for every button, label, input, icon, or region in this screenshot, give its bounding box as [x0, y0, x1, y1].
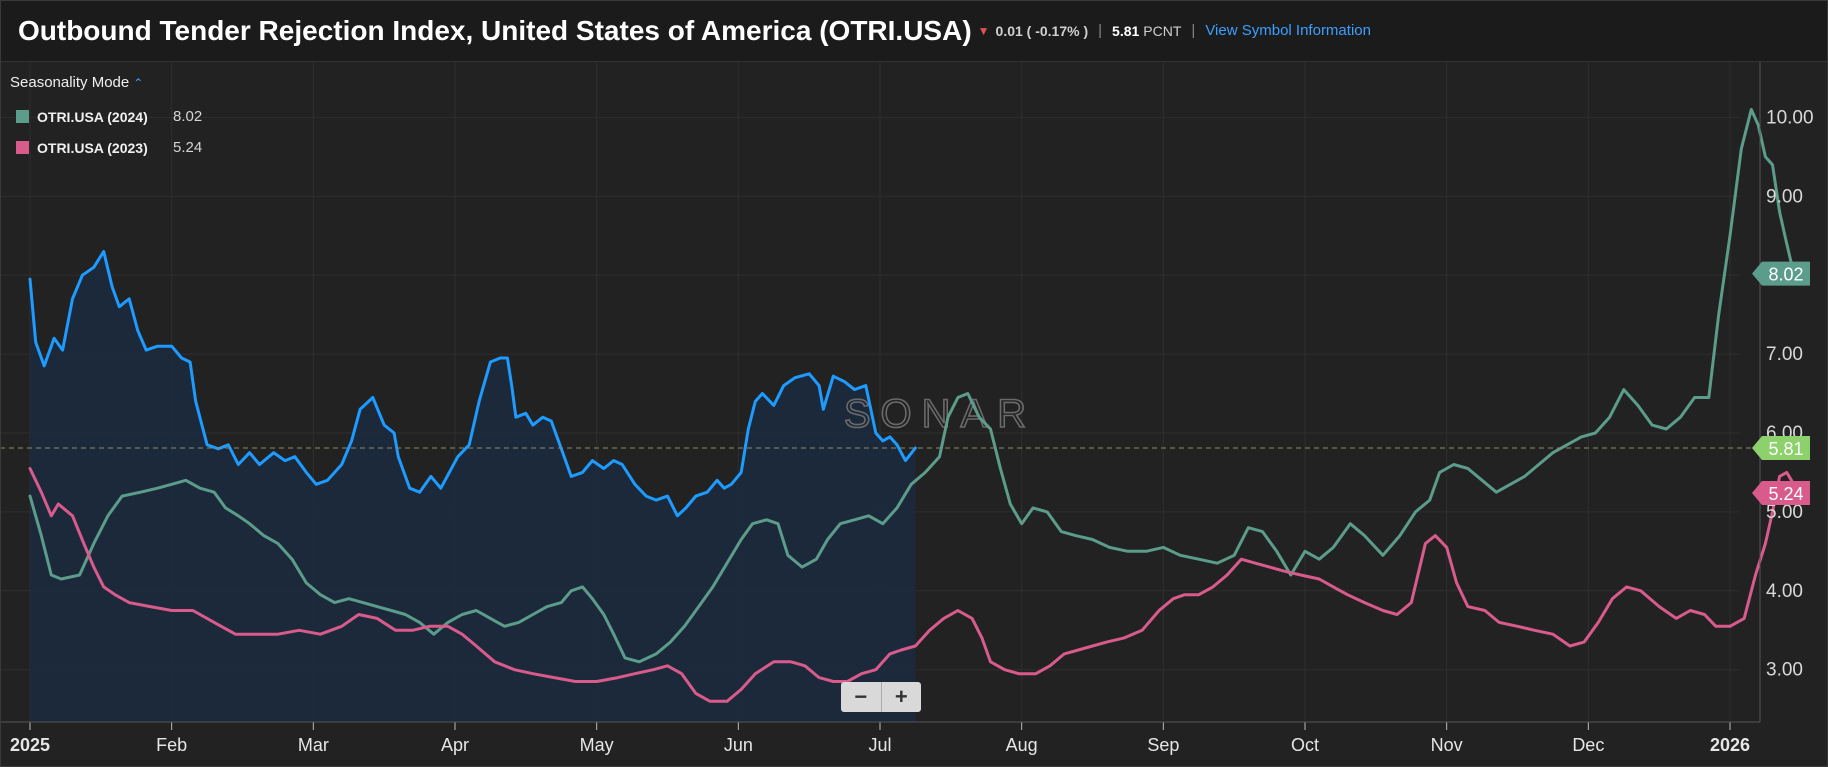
page-title: Outbound Tender Rejection Index, United …: [18, 14, 972, 46]
last-value: 5.81: [1112, 22, 1140, 39]
y-tick-label: 7.00: [1766, 344, 1803, 365]
series-line: [28, 108, 1796, 664]
legend-swatch: [16, 110, 29, 123]
y-tick-label: 9.00: [1766, 186, 1803, 207]
series-area-2025: [30, 251, 916, 722]
end-value-label: 8.02: [1752, 261, 1810, 286]
end-value-label: 5.24: [1752, 480, 1810, 505]
x-tick-label: Apr: [441, 735, 469, 755]
y-tick-label: 10.00: [1766, 107, 1814, 128]
end-label-text: 5.24: [1768, 484, 1803, 504]
end-label-badge: [1752, 480, 1810, 505]
legend-item[interactable]: OTRI.USA (2023) 5.24: [10, 132, 202, 163]
seasonality-mode-label: Seasonality Mode: [10, 74, 130, 91]
legend: Seasonality Mode ⌃ OTRI.USA (2024) 8.02 O…: [10, 74, 202, 163]
zoom-controls: − +: [841, 682, 921, 712]
x-tick-label: Jul: [868, 735, 891, 755]
x-tick-label: Aug: [1006, 735, 1038, 755]
x-tick-label: 2026: [1710, 735, 1750, 755]
x-tick-label: Jun: [724, 735, 753, 755]
x-tick-label: Feb: [156, 735, 187, 755]
x-tick-label: Mar: [298, 735, 329, 755]
x-tick-label: Sep: [1147, 735, 1179, 755]
x-tick-label: Dec: [1572, 735, 1604, 755]
series-line: [28, 250, 917, 518]
end-label-text: 5.81: [1768, 439, 1803, 459]
change-value: 0.01 ( -0.17% ): [995, 22, 1089, 39]
divider: |: [1191, 22, 1196, 39]
x-tick-label: May: [580, 735, 614, 755]
seasonality-mode-toggle[interactable]: Seasonality Mode ⌃: [10, 74, 202, 91]
end-label-text: 8.02: [1768, 265, 1803, 285]
divider: |: [1098, 22, 1103, 39]
end-label-badge: [1752, 435, 1810, 460]
down-arrow-icon: ▼: [977, 23, 990, 38]
y-tick-label: 4.00: [1766, 581, 1803, 602]
y-tick-label: 3.00: [1766, 660, 1803, 681]
series-line: [28, 467, 1803, 703]
chevron-up-icon: ⌃: [133, 76, 144, 90]
end-value-label: 5.81: [1752, 435, 1810, 460]
zoom-in-button[interactable]: +: [880, 682, 921, 712]
legend-item-value: 8.02: [173, 108, 203, 125]
unit-label: PCNT: [1143, 22, 1182, 39]
legend-swatch: [16, 141, 29, 154]
end-label-badge: [1752, 261, 1810, 286]
legend-item-name: OTRI.USA (2023): [37, 139, 148, 156]
x-tick-label: Nov: [1431, 735, 1463, 755]
view-symbol-info-link[interactable]: View Symbol Information: [1205, 22, 1371, 39]
legend-item-value: 5.24: [173, 139, 203, 156]
zoom-out-button[interactable]: −: [841, 682, 881, 712]
y-tick-label: 5.00: [1766, 502, 1803, 523]
chart-header: Outbound Tender Rejection Index, United …: [0, 0, 1828, 62]
legend-item-name: OTRI.USA (2024): [37, 108, 148, 125]
x-tick-label: 2025: [10, 735, 50, 755]
legend-item[interactable]: OTRI.USA (2024) 8.02: [10, 101, 202, 132]
x-tick-label: Oct: [1291, 735, 1319, 755]
